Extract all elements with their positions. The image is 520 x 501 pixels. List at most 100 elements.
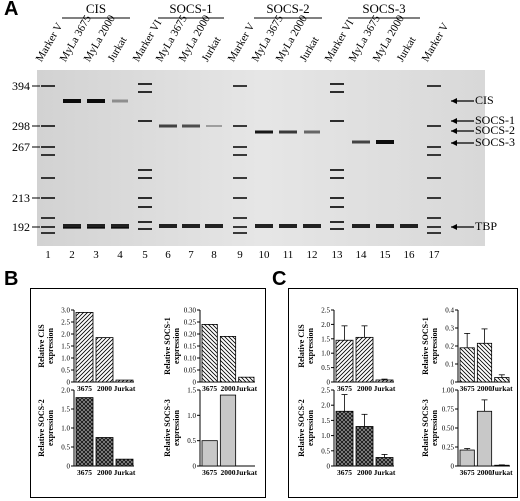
cis-band <box>87 99 105 103</box>
marker-band <box>138 206 152 208</box>
x-tick-label: 2000 <box>477 468 492 477</box>
y-tick-label: 0.5 <box>61 444 70 452</box>
y-tick-label: 2.5 <box>321 387 330 395</box>
band-arrow-head <box>451 118 457 124</box>
y-axis-label: Relative SOCS-1 <box>163 317 172 375</box>
bar-Jurkat <box>238 376 255 383</box>
socs1-band <box>206 125 222 127</box>
y-tick-label: 1.5 <box>187 387 196 395</box>
marker-band <box>330 206 344 208</box>
marker-band <box>427 177 441 179</box>
y-tick-label: 0 <box>327 463 331 471</box>
marker-band <box>41 197 55 199</box>
y-tick-label: 3.0 <box>61 307 70 315</box>
socs3-band <box>352 140 370 144</box>
y-tick-label: 1.5 <box>61 343 70 351</box>
band-label-cis: CIS <box>475 93 494 107</box>
marker-band <box>138 120 152 122</box>
marker-band <box>41 85 55 87</box>
tbp-band <box>255 224 273 228</box>
marker-band <box>330 83 344 85</box>
bar-chart-3: 0 0.5 1.0 1.5 2.0 Relative SOCS-2 expression 36… <box>37 387 136 478</box>
bar-2000 <box>95 437 114 467</box>
x-tick-label: Jurkat <box>374 468 396 477</box>
marker-band <box>233 217 247 219</box>
marker-band <box>330 169 344 171</box>
y-tick-label: 2.0 <box>61 331 70 339</box>
y-tick-label: 2.5 <box>321 307 330 315</box>
y-tick-label: 0 <box>327 379 331 387</box>
marker-band <box>233 154 247 156</box>
tbp-band <box>400 224 418 228</box>
bar-Jurkat <box>494 464 510 467</box>
y-tick-label: 0.10 <box>184 355 197 363</box>
marker-band <box>427 146 441 148</box>
tbp-band <box>303 224 321 228</box>
marker-band <box>330 197 344 199</box>
lane-number: 3 <box>93 249 99 261</box>
bar-2000 <box>476 342 493 383</box>
panel-a-letter: A <box>4 0 19 20</box>
y-tick-label: 2.5 <box>61 319 70 327</box>
band-label-socs-2: SOCS-2 <box>475 123 516 137</box>
tbp-band <box>63 224 81 228</box>
marker-band <box>330 91 344 93</box>
bar-3675 <box>459 347 475 383</box>
y-axis-label: expression <box>172 328 181 364</box>
y-axis-label: expression <box>306 328 315 364</box>
marker-band <box>427 217 441 219</box>
tbp-band <box>182 224 200 228</box>
x-tick-label: 3675 <box>460 384 475 393</box>
y-tick-label: 0.5 <box>321 447 330 455</box>
lane-number: 11 <box>282 249 294 261</box>
group-label-cis: CIS <box>85 1 107 16</box>
band-label-socs-3: SOCS-3 <box>475 135 516 149</box>
bar-Jurkat <box>115 458 134 467</box>
cis-band <box>63 99 81 103</box>
bar-Jurkat <box>115 379 134 383</box>
marker-band <box>41 154 55 156</box>
y-axis-label: Relative CIS <box>297 324 306 368</box>
x-tick-label: 2000 <box>221 468 236 477</box>
y-axis-label: expression <box>172 410 181 446</box>
marker-band <box>427 232 441 234</box>
marker-band <box>233 232 247 234</box>
lane-number: 4 <box>117 249 123 261</box>
y-axis-label: Relative SOCS-3 <box>421 399 430 457</box>
y-tick-label: 0 <box>67 463 71 471</box>
socs3-band <box>376 140 394 144</box>
tbp-band <box>87 224 105 228</box>
y-tick-label: 0.2 <box>445 343 454 351</box>
tbp-band <box>205 224 223 228</box>
band-arrow-head <box>451 128 457 134</box>
bar-chart-5: 0 0.5 1.0 1.5 2.0 2.5 Relative CIS expression 36… <box>297 307 396 394</box>
x-tick-label: Jurkat <box>114 468 136 477</box>
group-label-socs-2: SOCS-2 <box>266 1 310 16</box>
band-arrow-head <box>451 224 457 230</box>
y-tick-label: 0.20 <box>184 331 197 339</box>
tbp-band <box>352 224 370 228</box>
bar-2000 <box>219 335 237 383</box>
marker-band <box>41 125 55 127</box>
marker-band <box>138 228 152 230</box>
gel-background <box>37 70 485 246</box>
band-arrow-head <box>451 98 457 104</box>
bar-chart-7: 0 0.5 1.0 1.5 2.0 2.5 Relative SOCS-2 expressio… <box>297 387 396 478</box>
marker-band <box>233 226 247 228</box>
y-tick-label: 0.4 <box>445 307 454 315</box>
gel-image <box>32 17 485 246</box>
y-axis-label: Relative SOCS-2 <box>37 399 46 457</box>
x-tick-label: 2000 <box>221 384 236 393</box>
tbp-band <box>376 224 394 228</box>
lane-number: 12 <box>306 249 318 261</box>
marker-band <box>233 85 247 87</box>
marker-band <box>138 177 152 179</box>
x-tick-label: Jurkat <box>235 468 257 477</box>
y-tick-label: 1.5 <box>321 417 330 425</box>
bar-3675 <box>75 311 94 383</box>
marker-band <box>138 91 152 93</box>
y-axis-label: Relative SOCS-2 <box>297 399 306 457</box>
panel-b-letter: B <box>4 268 19 290</box>
marker-band <box>330 221 344 223</box>
marker-band <box>330 177 344 179</box>
